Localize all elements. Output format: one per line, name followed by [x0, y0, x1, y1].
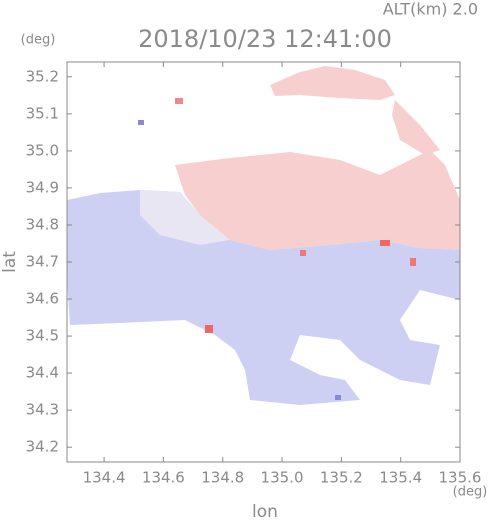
x-tick-label: 135.2 — [320, 469, 363, 487]
noise — [335, 395, 341, 400]
y-tick-label: 34.7 — [26, 253, 59, 271]
negative-region — [140, 190, 230, 245]
y-tick-label: 34.4 — [26, 364, 59, 382]
x-axis-label: lon — [252, 502, 278, 521]
y-tick-label: 35.2 — [26, 67, 59, 85]
negative-region — [67, 190, 460, 405]
x-tick-label: 134.8 — [201, 469, 244, 487]
positive-region — [270, 66, 395, 100]
y-tick-label: 34.5 — [26, 327, 59, 345]
y-axis-label: lat — [0, 251, 20, 273]
noise — [205, 325, 213, 333]
y-tick-label: 35.1 — [26, 104, 59, 122]
noise — [138, 120, 144, 125]
y-tick-label: 34.8 — [26, 215, 59, 233]
noise — [300, 250, 306, 256]
altitude: ALT(km) 2.0 — [383, 0, 478, 19]
x-tick-label: 134.6 — [142, 469, 185, 487]
y-tick-label: 35.0 — [26, 141, 59, 159]
positive-region — [392, 100, 440, 155]
y-tick-label: 34.3 — [26, 401, 59, 419]
noise — [410, 258, 416, 266]
y-tick-label: 34.6 — [26, 290, 59, 308]
chart-title: 2018/10/23 12:41:00 — [138, 25, 392, 53]
noise — [380, 240, 390, 246]
positive-region — [175, 150, 460, 250]
x-tick-label: 135.0 — [261, 469, 304, 487]
velocity-field — [67, 66, 460, 405]
x-tick-label: 135.4 — [379, 469, 422, 487]
x-unit: (deg) — [453, 485, 488, 500]
y-tick-label: 34.9 — [26, 178, 59, 196]
x-tick-label: 134.4 — [83, 469, 126, 487]
y-tick-label: 34.2 — [26, 438, 59, 456]
noise — [175, 98, 183, 104]
y-unit: (deg) — [21, 33, 56, 48]
x-tick-label: 135.6 — [439, 469, 482, 487]
